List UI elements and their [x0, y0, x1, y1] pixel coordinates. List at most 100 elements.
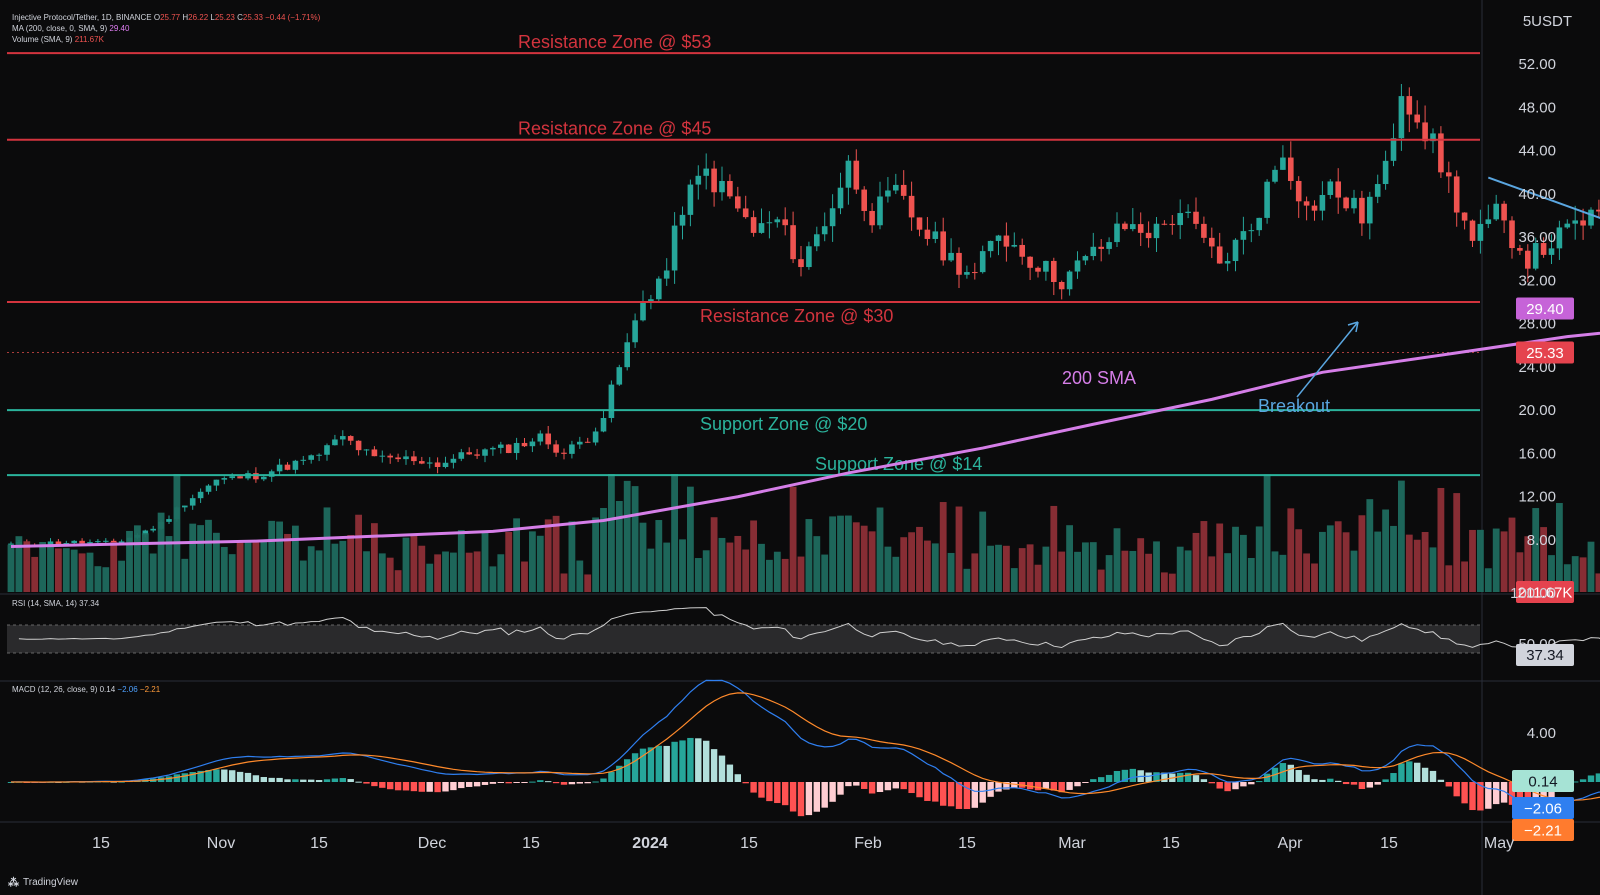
candle-body: [616, 367, 623, 385]
macd-hist-bar: [797, 782, 805, 817]
volume-bar: [181, 558, 189, 592]
volume-bar: [1279, 554, 1287, 592]
volume-bar: [197, 525, 204, 592]
macd-hist-bar: [1516, 782, 1524, 806]
volume-bar: [1058, 551, 1066, 592]
candle-body: [900, 184, 907, 196]
time-axis[interactable]: 15 Nov 15 Dec 15 2024 15 Feb 15 Mar 15 Apr 15 May: [92, 835, 1514, 852]
volume-bar: [1532, 508, 1540, 592]
currency-label[interactable]: 5USDT: [1523, 13, 1572, 30]
volume-bar: [852, 522, 860, 592]
time-tick-label: 15: [740, 835, 758, 852]
volume-bar: [1524, 536, 1532, 592]
volume-bar: [260, 540, 268, 592]
candle-body: [845, 160, 852, 188]
macd-hist-bar: [1398, 763, 1405, 782]
volume-bar: [110, 542, 118, 592]
macd-hist-bar: [489, 782, 497, 784]
candle-body: [513, 442, 520, 454]
volume-bar: [979, 511, 987, 592]
macd-hist-bar: [971, 782, 978, 808]
candle-body: [1453, 176, 1460, 213]
price-axis[interactable]: 52.0048.0044.0040.0036.0032.0028.0024.00…: [1518, 56, 1556, 549]
macd-hist-bar: [1240, 782, 1247, 787]
volume-bar: [94, 566, 102, 592]
volume-bar: [1342, 532, 1350, 592]
macd-hist-bar: [513, 782, 520, 783]
candle-body: [908, 195, 915, 218]
zone-label-resistance: Resistance Zone @ $45: [518, 119, 711, 139]
macd-hist-bar: [1414, 762, 1421, 782]
time-tick-label: 2024: [632, 835, 668, 852]
macd-hist-bar: [995, 782, 1002, 792]
candle-body: [276, 464, 283, 472]
close-label: C: [237, 13, 243, 22]
tradingview-logo[interactable]: ⁂ TradingView: [8, 876, 78, 889]
candle-body: [1272, 169, 1278, 182]
candle-body: [1248, 230, 1255, 232]
macd-hist-bar: [789, 782, 797, 812]
volume-bar: [924, 540, 931, 592]
volume-bar: [671, 474, 678, 592]
volume-bar: [481, 532, 489, 592]
volume-bar: [173, 474, 181, 592]
candle-body: [569, 444, 575, 454]
volume-bar: [1137, 538, 1145, 592]
price-tick-label: 40.00: [1518, 186, 1556, 203]
candle-body: [1256, 217, 1262, 231]
macd-hist-bar: [521, 782, 528, 783]
macd-hist-bar: [1287, 764, 1294, 782]
volume-bar: [497, 554, 505, 592]
candle-body: [869, 210, 875, 226]
candle-body: [1461, 212, 1468, 221]
macd-hist-bar: [861, 782, 868, 789]
macd-hist-bar: [1098, 777, 1105, 782]
macd-hist-bar: [1090, 779, 1097, 782]
candle-body: [545, 433, 551, 445]
macd-hist-bar: [1129, 768, 1136, 782]
volume-bar: [963, 568, 971, 592]
candle-body: [1209, 237, 1215, 247]
ma-label: MA (200, close, 0, SMA, 9): [12, 24, 108, 33]
macd-hist-bar: [481, 782, 489, 785]
volume-bar: [323, 507, 331, 592]
volume-bar: [418, 545, 426, 592]
volume-bar: [1319, 531, 1326, 592]
volume-bar: [457, 530, 465, 592]
candle-body: [442, 462, 449, 467]
volume-bar: [102, 567, 110, 592]
candle-body: [1201, 223, 1207, 238]
volume-bar: [829, 516, 836, 592]
candle-body: [1082, 256, 1089, 261]
macd-hist-bar: [1295, 770, 1302, 782]
volume-bar: [189, 523, 197, 592]
candle-body: [577, 441, 583, 445]
candle-body: [466, 452, 472, 455]
macd-hist-bar: [221, 769, 228, 782]
zone-label-resistance: Resistance Zone @ $30: [700, 306, 893, 326]
macd-hist-bar: [458, 782, 465, 789]
volume-bar: [1224, 553, 1231, 592]
candle-body: [47, 541, 54, 545]
volume-bar: [544, 519, 552, 592]
volume-bar: [1184, 550, 1192, 592]
volume-bar: [331, 543, 339, 592]
candle-body: [537, 433, 544, 442]
price-tick-label: 8.00: [1527, 532, 1556, 549]
macd-hist-bar: [1303, 774, 1310, 782]
candle-body: [1327, 181, 1334, 195]
macd-hist-bar: [758, 782, 765, 798]
candle-body: [1556, 227, 1563, 249]
macd-hist-bar: [845, 782, 852, 787]
candle-body: [1153, 223, 1160, 239]
candle-body: [411, 456, 417, 462]
candle-body: [1216, 246, 1223, 264]
volume-bar: [631, 486, 639, 592]
volume-bar: [1469, 529, 1476, 592]
candle-body: [221, 478, 228, 480]
macd-hist-bar: [252, 775, 260, 782]
macd-hist-bar: [766, 782, 773, 802]
candle-body: [371, 449, 378, 457]
candle-body: [387, 455, 393, 458]
